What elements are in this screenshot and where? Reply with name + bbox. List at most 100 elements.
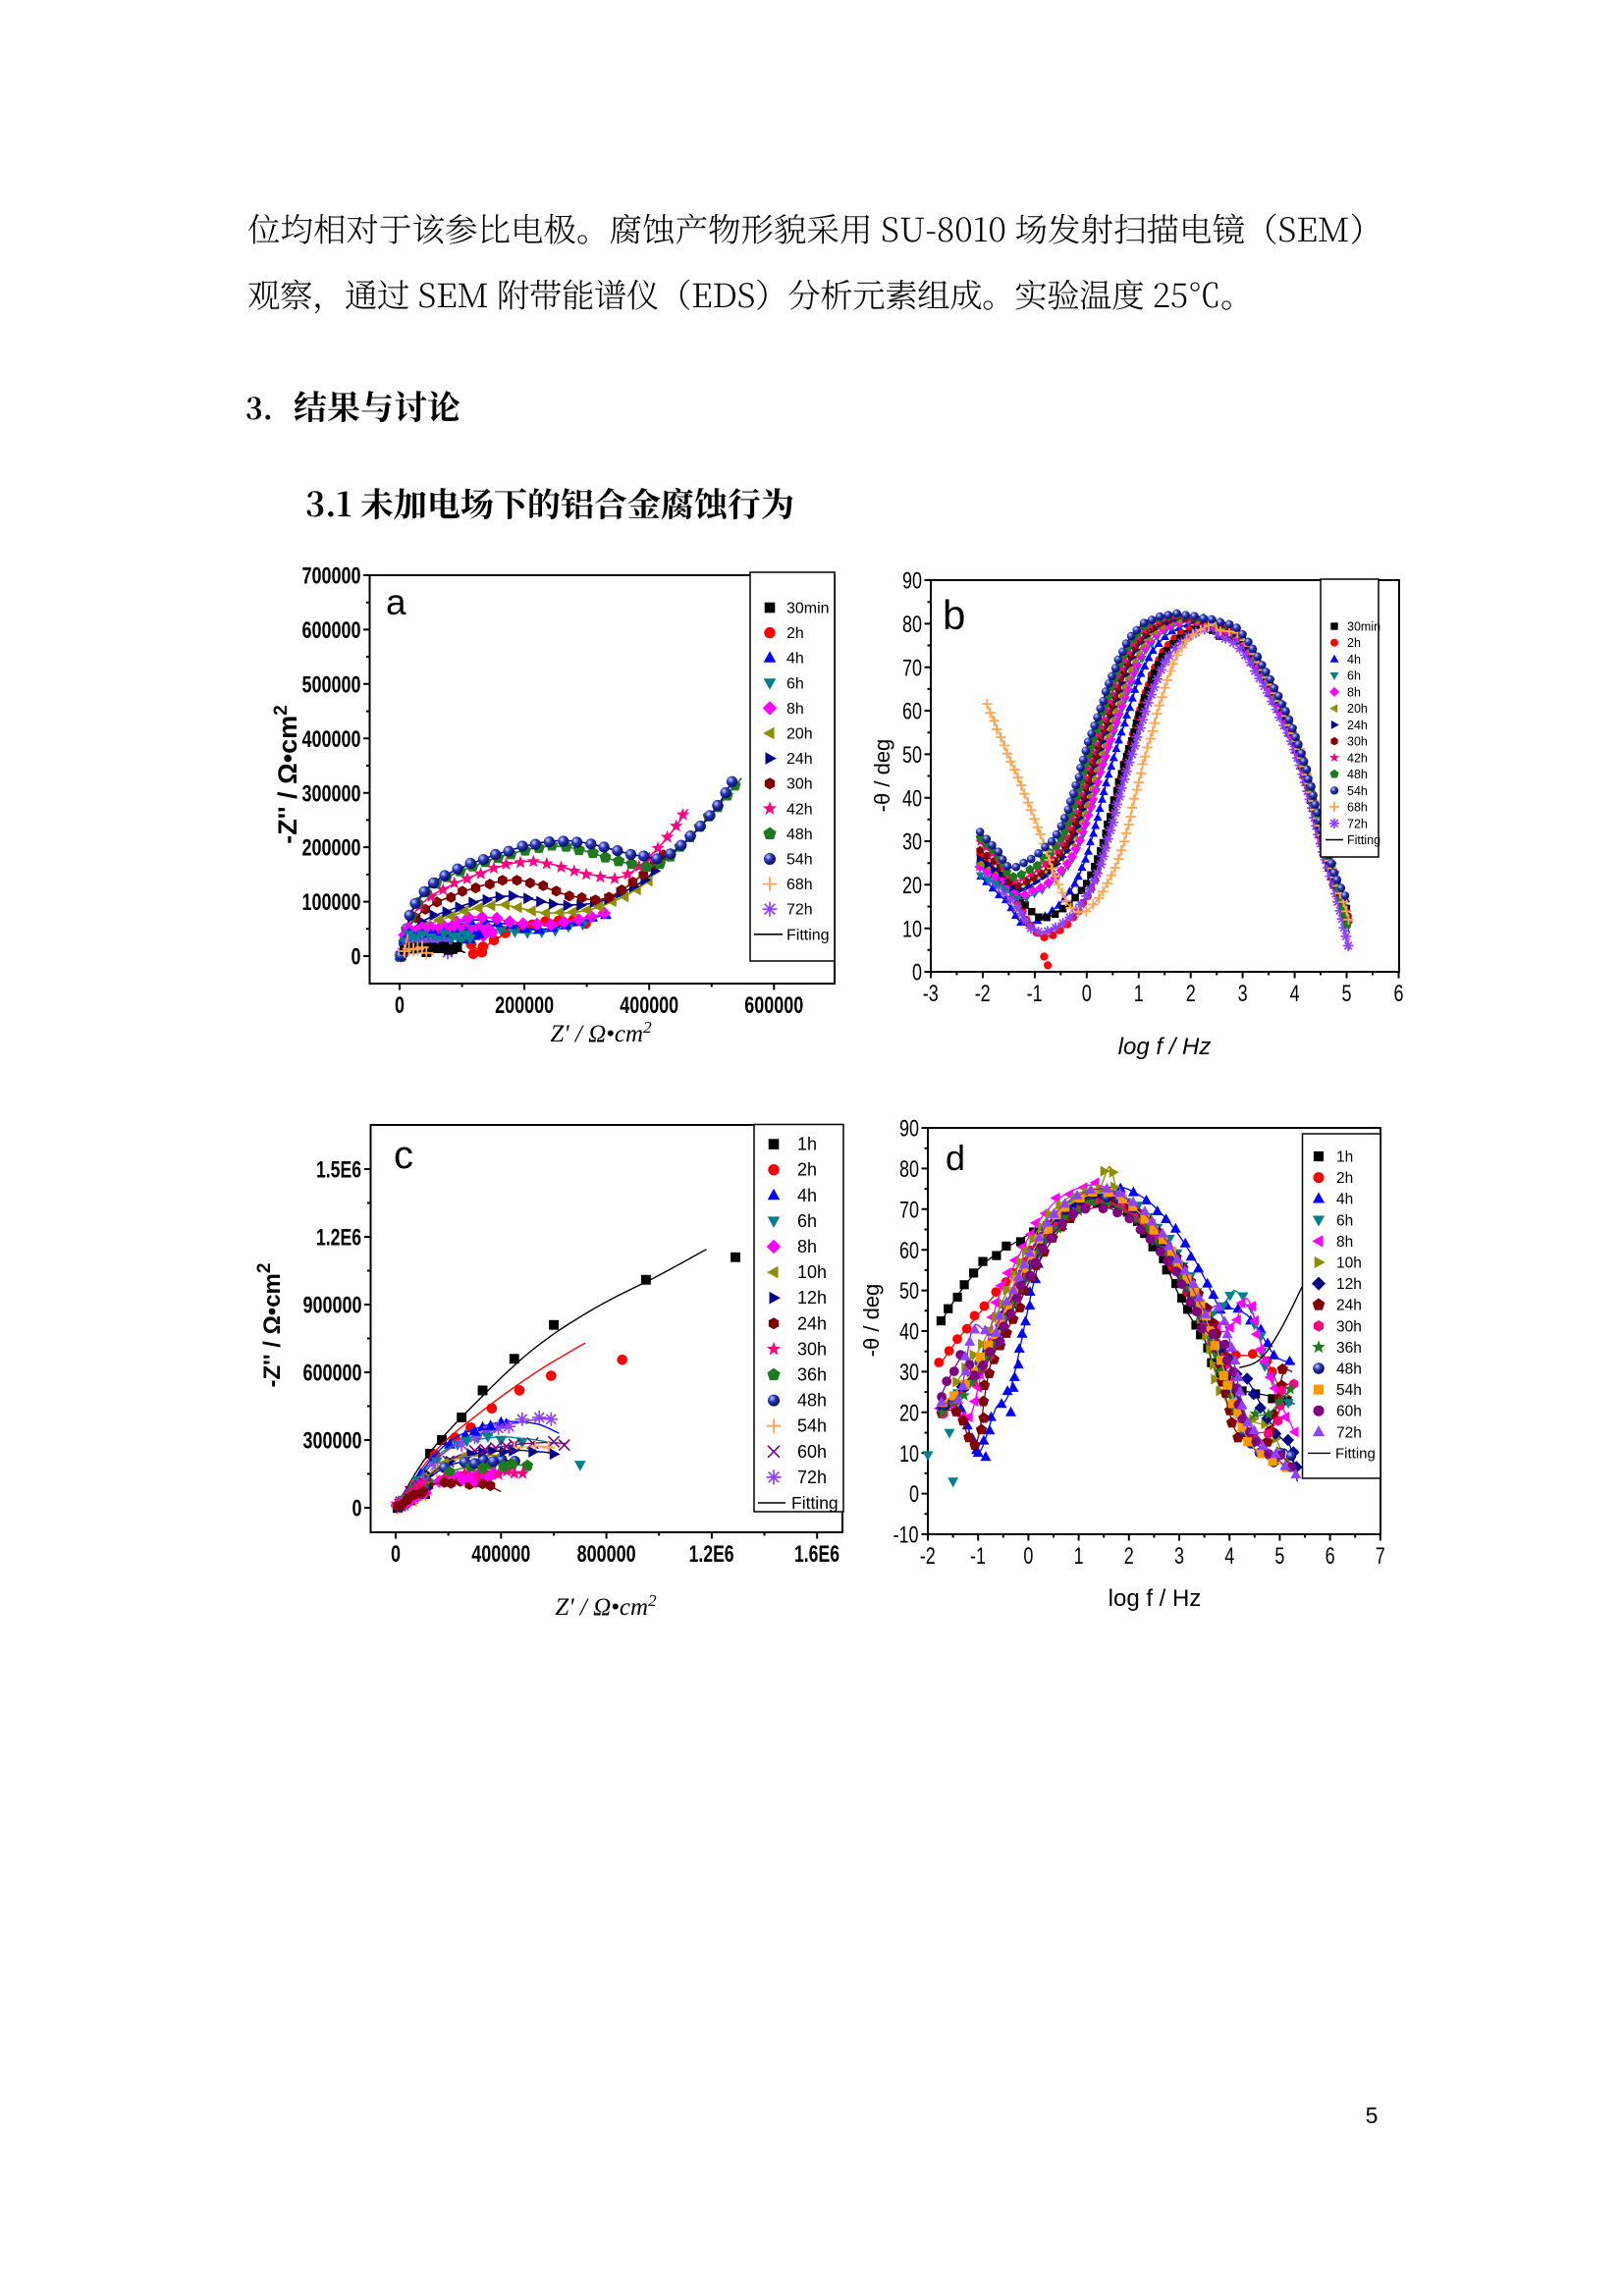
- svg-text:a: a: [386, 582, 406, 622]
- svg-text:300000: 300000: [302, 780, 361, 807]
- svg-text:5: 5: [1342, 981, 1352, 1007]
- svg-text:40: 40: [899, 1319, 919, 1346]
- svg-text:0: 0: [352, 1496, 362, 1522]
- svg-text:48h: 48h: [1336, 1362, 1362, 1378]
- svg-text:Z' / Ω•cm2: Z' / Ω•cm2: [550, 1018, 652, 1048]
- svg-text:54h: 54h: [1336, 1382, 1362, 1399]
- svg-text:-1: -1: [970, 1543, 986, 1570]
- svg-text:5: 5: [1274, 1543, 1284, 1570]
- svg-text:0: 0: [1023, 1543, 1033, 1570]
- svg-text:200000: 200000: [495, 992, 554, 1019]
- svg-text:-θ / deg: -θ / deg: [859, 1284, 884, 1358]
- svg-text:1.6E6: 1.6E6: [794, 1541, 839, 1568]
- svg-text:700000: 700000: [302, 563, 361, 590]
- svg-text:50: 50: [899, 1278, 919, 1305]
- svg-text:-2: -2: [975, 981, 991, 1007]
- svg-text:Fitting: Fitting: [791, 1493, 839, 1513]
- svg-text:Fitting: Fitting: [786, 927, 830, 943]
- svg-text:800000: 800000: [577, 1541, 636, 1568]
- svg-text:10: 10: [899, 1441, 919, 1468]
- svg-text:54h: 54h: [786, 852, 813, 869]
- svg-text:30: 30: [899, 1360, 919, 1386]
- svg-text:2h: 2h: [1347, 636, 1361, 650]
- svg-text:50: 50: [902, 742, 922, 769]
- svg-text:1.2E6: 1.2E6: [316, 1225, 361, 1252]
- svg-text:10: 10: [902, 916, 922, 942]
- svg-text:2h: 2h: [797, 1160, 817, 1180]
- svg-text:0: 0: [1082, 981, 1092, 1007]
- svg-text:1h: 1h: [797, 1135, 817, 1154]
- svg-text:8h: 8h: [1336, 1234, 1353, 1251]
- svg-text:0: 0: [909, 1481, 919, 1508]
- svg-text:1: 1: [1134, 981, 1144, 1007]
- svg-text:8h: 8h: [786, 701, 804, 718]
- svg-text:600000: 600000: [302, 617, 361, 644]
- svg-text:600000: 600000: [744, 992, 803, 1019]
- svg-text:48h: 48h: [1347, 768, 1368, 781]
- svg-text:Fitting: Fitting: [1347, 833, 1380, 847]
- svg-text:72h: 72h: [786, 902, 813, 919]
- svg-text:60: 60: [899, 1238, 919, 1264]
- svg-text:-1: -1: [1027, 981, 1043, 1007]
- svg-text:-Z'' / Ω•cm2: -Z'' / Ω•cm2: [271, 705, 303, 844]
- svg-text:8h: 8h: [1347, 685, 1361, 699]
- svg-text:200000: 200000: [302, 835, 361, 862]
- svg-text:10h: 10h: [1336, 1255, 1362, 1272]
- svg-text:500000: 500000: [302, 671, 361, 698]
- svg-text:20: 20: [899, 1400, 919, 1426]
- svg-text:4h: 4h: [786, 651, 804, 667]
- svg-text:80: 80: [899, 1156, 919, 1183]
- svg-text:40: 40: [902, 785, 922, 812]
- svg-text:36h: 36h: [1336, 1340, 1362, 1357]
- svg-text:1.2E6: 1.2E6: [689, 1541, 734, 1568]
- svg-text:36h: 36h: [797, 1365, 827, 1385]
- svg-text:3: 3: [1174, 1543, 1184, 1570]
- svg-text:6h: 6h: [786, 675, 804, 692]
- svg-text:4: 4: [1224, 1543, 1234, 1570]
- svg-text:Fitting: Fitting: [1335, 1445, 1376, 1462]
- svg-text:30h: 30h: [1347, 735, 1368, 749]
- svg-text:30: 30: [902, 829, 922, 856]
- svg-text:2: 2: [1124, 1543, 1134, 1570]
- svg-text:30h: 30h: [797, 1339, 827, 1359]
- svg-text:4h: 4h: [1347, 653, 1361, 667]
- svg-text:7: 7: [1376, 1543, 1385, 1570]
- svg-text:80: 80: [902, 612, 922, 638]
- svg-text:-3: -3: [923, 981, 939, 1007]
- svg-text:600000: 600000: [303, 1361, 362, 1387]
- svg-text:400000: 400000: [302, 726, 361, 753]
- svg-text:5: 5: [1366, 2103, 1379, 2128]
- svg-text:10h: 10h: [797, 1262, 827, 1282]
- svg-text:48h: 48h: [797, 1391, 827, 1411]
- svg-text:100000: 100000: [302, 889, 361, 916]
- svg-text:20: 20: [902, 873, 922, 899]
- svg-text:1: 1: [1074, 1543, 1084, 1570]
- svg-text:30h: 30h: [1336, 1318, 1362, 1335]
- svg-text:12h: 12h: [797, 1288, 827, 1308]
- svg-text:1.5E6: 1.5E6: [316, 1157, 361, 1184]
- svg-text:d: d: [946, 1138, 965, 1178]
- svg-text:400000: 400000: [471, 1541, 530, 1568]
- svg-text:12h: 12h: [1336, 1276, 1362, 1293]
- svg-text:0: 0: [352, 944, 361, 971]
- svg-text:6h: 6h: [797, 1211, 817, 1231]
- svg-text:54h: 54h: [1347, 784, 1368, 798]
- svg-text:20h: 20h: [1347, 702, 1368, 716]
- svg-text:6: 6: [1326, 1543, 1335, 1570]
- svg-text:72h: 72h: [797, 1468, 827, 1487]
- svg-text:1h: 1h: [1336, 1149, 1353, 1166]
- svg-text:300000: 300000: [303, 1428, 362, 1455]
- svg-text:24h: 24h: [1347, 719, 1368, 732]
- svg-text:0: 0: [391, 1541, 401, 1568]
- svg-text:72h: 72h: [1336, 1424, 1362, 1441]
- svg-text:42h: 42h: [786, 801, 813, 818]
- svg-text:log f / Hz: log f / Hz: [1109, 1585, 1202, 1612]
- svg-text:60h: 60h: [797, 1442, 827, 1462]
- svg-text:90: 90: [902, 568, 922, 595]
- svg-text:60: 60: [902, 699, 922, 725]
- svg-text:2h: 2h: [786, 625, 804, 642]
- svg-text:b: b: [943, 592, 965, 638]
- svg-text:60h: 60h: [1336, 1404, 1362, 1420]
- svg-text:0: 0: [395, 992, 405, 1019]
- svg-text:54h: 54h: [797, 1416, 827, 1436]
